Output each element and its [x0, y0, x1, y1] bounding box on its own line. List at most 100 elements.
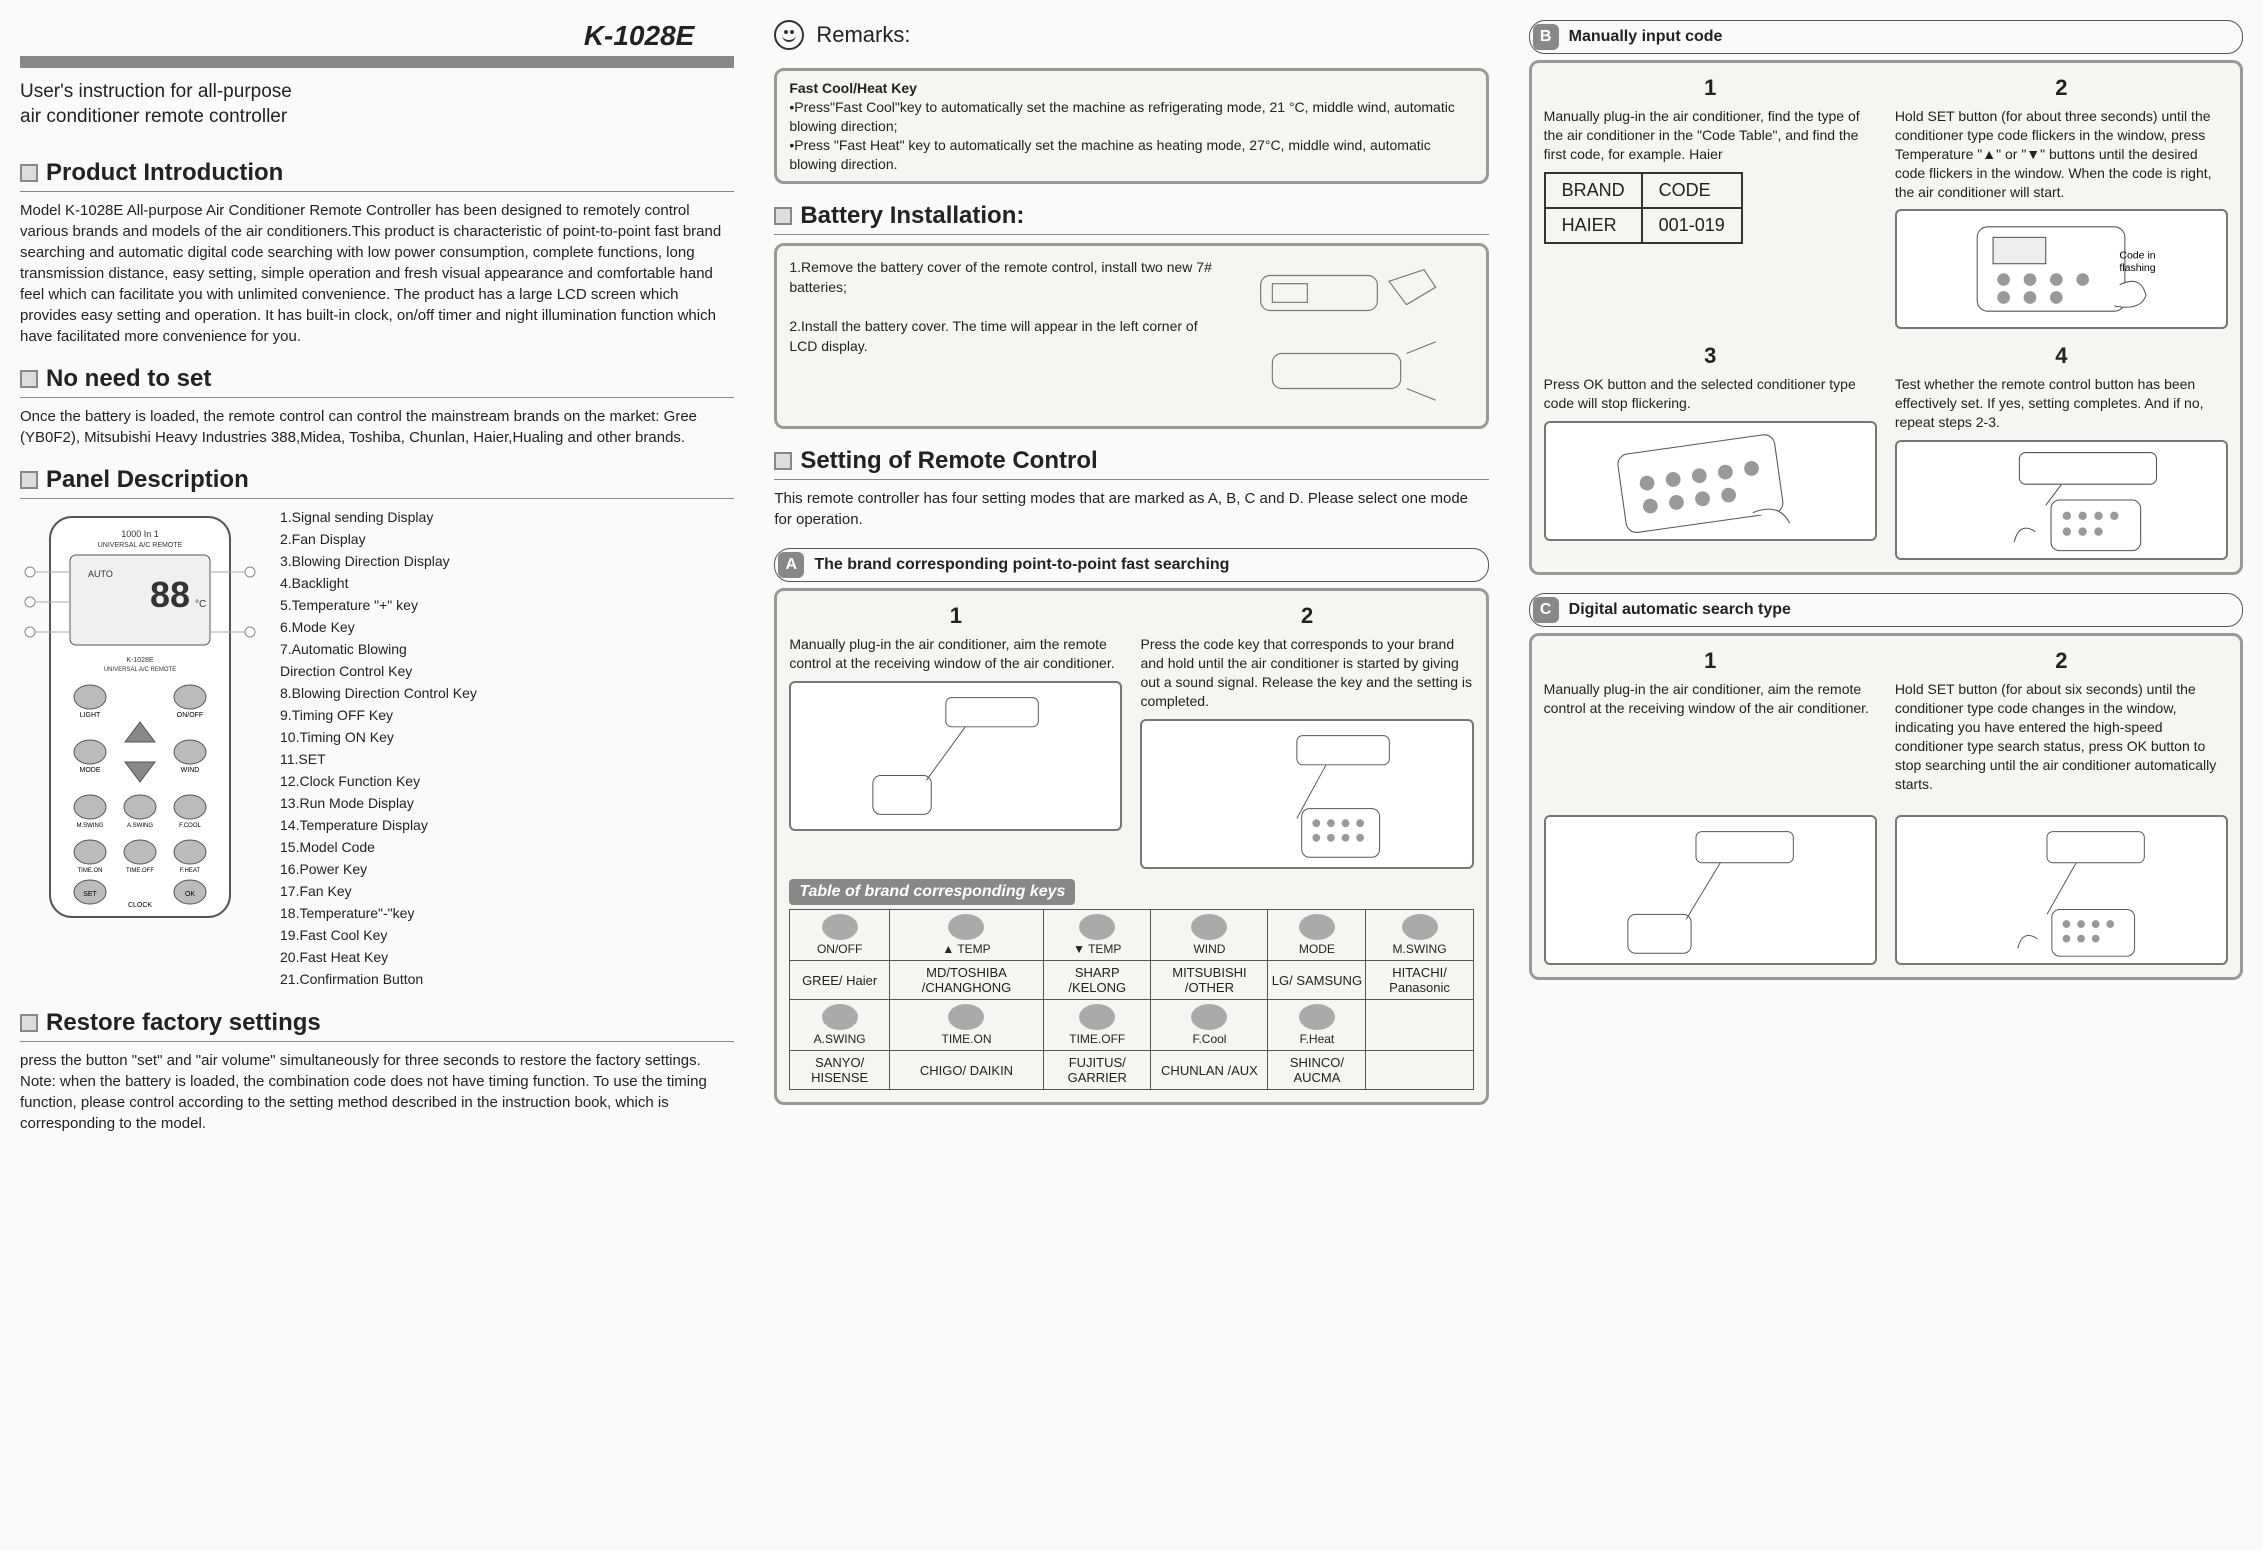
panel-legend-item: 9.Timing OFF Key [280, 705, 477, 726]
brand-key-button: TIME.ON [889, 1000, 1043, 1051]
panel-legend-item: 16.Power Key [280, 859, 477, 880]
svg-text:AUTO: AUTO [88, 569, 113, 579]
brand-key-brands: SHARP /KELONG [1044, 961, 1151, 1000]
remarks-line2: •Press "Fast Heat" key to automatically … [789, 136, 1473, 174]
mode-letter-c: C [1533, 597, 1559, 623]
brand-key-brands: CHIGO/ DAIKIN [889, 1051, 1043, 1090]
step-number: 1 [789, 603, 1122, 629]
brand-key-brands [1366, 1051, 1473, 1090]
section-setting: Setting of Remote Control This remote co… [774, 447, 1488, 530]
step-number: 2 [1895, 75, 2228, 101]
svg-text:flashing: flashing [2119, 263, 2155, 275]
panel-legend-item: 10.Timing ON Key [280, 727, 477, 748]
svg-text:K-1028E: K-1028E [126, 657, 154, 664]
panel-legend-item: 18.Temperature"-"key [280, 903, 477, 924]
svg-text:F.COOL: F.COOL [179, 823, 201, 829]
section-product-intro: Product Introduction Model K-1028E All-p… [20, 159, 734, 347]
mode-a-label: The brand corresponding point-to-point f… [814, 556, 1229, 574]
panel-legend-item: 1.Signal sending Display [280, 507, 477, 528]
battery-step2: 2.Install the battery cover. The time wi… [789, 317, 1221, 356]
step-number: 1 [1544, 648, 1877, 674]
svg-text:88: 88 [150, 574, 190, 615]
brand-key-button: ▲ TEMP [889, 910, 1043, 961]
heading-battery: Battery Installation: [800, 202, 1024, 230]
fast-cool-title: Fast Cool/Heat Key [789, 79, 1473, 98]
title-bar [20, 56, 734, 68]
panel-legend-item: 15.Model Code [280, 837, 477, 858]
modeA-step2: Press the code key that corresponds to y… [1140, 635, 1473, 711]
brand-key-button: M.SWING [1366, 910, 1473, 961]
step-number: 4 [1895, 343, 2228, 369]
brand-key-brands: FUJITUS/ GARRIER [1044, 1051, 1151, 1090]
modeB-step2: Hold SET button (for about three seconds… [1895, 107, 2228, 201]
svg-text:MODE: MODE [80, 767, 101, 774]
heading-panel: Panel Description [46, 466, 249, 494]
modeA-illus2 [1140, 719, 1473, 869]
svg-text:A.SWING: A.SWING [127, 823, 153, 829]
step-number: 3 [1544, 343, 1877, 369]
brand-key-button: TIME.OFF [1044, 1000, 1151, 1051]
mode-c: C Digital automatic search type 1 Manual… [1529, 593, 2243, 980]
svg-text:LIGHT: LIGHT [80, 712, 101, 719]
remarks-heading: Remarks: [774, 20, 1488, 50]
svg-text:TIME.ON: TIME.ON [78, 868, 103, 874]
remote-diagram: 1000 In 1 UNIVERSAL A/C REMOTE AUTO 88 °… [20, 507, 260, 927]
svg-text:F.HEAT: F.HEAT [180, 868, 201, 874]
brand-key-button: WIND [1151, 910, 1268, 961]
mode-letter-b: B [1533, 24, 1559, 50]
panel-legend-item: 11.SET [280, 749, 477, 770]
panel-legend-item: 17.Fan Key [280, 881, 477, 902]
panel-legend-item: 4.Backlight [280, 573, 477, 594]
svg-text:OK: OK [185, 891, 195, 898]
bullet-icon [20, 370, 38, 388]
remarks-title: Remarks: [816, 22, 910, 48]
svg-text:M.SWING: M.SWING [77, 823, 104, 829]
svg-text:UNIVERSAL A/C REMOTE: UNIVERSAL A/C REMOTE [104, 667, 176, 673]
smiley-icon [774, 20, 804, 50]
battery-illustrations [1234, 258, 1474, 414]
subtitle: User's instruction for all-purpose air c… [20, 80, 734, 129]
modeB-illus4 [1895, 440, 2228, 560]
bullet-icon [20, 471, 38, 489]
bullet-icon [774, 207, 792, 225]
panel-legend-item: 21.Confirmation Button [280, 969, 477, 990]
code-table: BRANDCODE HAIER001-019 [1544, 172, 1743, 244]
svg-text:1000 In 1: 1000 In 1 [121, 529, 159, 539]
heading-setting: Setting of Remote Control [800, 447, 1097, 475]
brand-table-title: Table of brand corresponding keys [789, 879, 1075, 905]
svg-text:SET: SET [83, 891, 97, 898]
brand-key-brands: MITSUBISHI /OTHER [1151, 961, 1268, 1000]
column-left: K-1028E User's instruction for all-purpo… [20, 20, 734, 1134]
section-no-need: No need to set Once the battery is loade… [20, 365, 734, 448]
panel-legend-item: 13.Run Mode Display [280, 793, 477, 814]
panel-legend-item: 3.Blowing Direction Display [280, 551, 477, 572]
heading-restore: Restore factory settings [46, 1009, 321, 1037]
panel-legend-item: 6.Mode Key [280, 617, 477, 638]
panel-legend-item: 12.Clock Function Key [280, 771, 477, 792]
mode-letter-a: A [778, 552, 804, 578]
brand-key-brands: MD/TOSHIBA /CHANGHONG [889, 961, 1043, 1000]
step-number: 2 [1895, 648, 2228, 674]
modeB-step1: Manually plug-in the air conditioner, fi… [1544, 107, 1877, 164]
brand-key-button: ON/OFF [790, 910, 890, 961]
remarks-box: Fast Cool/Heat Key •Press"Fast Cool"key … [774, 68, 1488, 184]
modeC-illus1 [1544, 815, 1877, 965]
step-number: 2 [1140, 603, 1473, 629]
panel-legend-item: 2.Fan Display [280, 529, 477, 550]
mode-b: B Manually input code 1 Manually plug-in… [1529, 20, 2243, 575]
step-number: 1 [1544, 75, 1877, 101]
modeC-step2: Hold SET button (for about six seconds) … [1895, 680, 2228, 793]
section-battery: Battery Installation: 1.Remove the batte… [774, 202, 1488, 429]
brand-key-button [1366, 1000, 1473, 1051]
panel-legend-item: Direction Control Key [280, 661, 477, 682]
svg-text:WIND: WIND [181, 767, 200, 774]
brand-key-brands: HITACHI/ Panasonic [1366, 961, 1473, 1000]
bullet-icon [20, 164, 38, 182]
model-title: K-1028E [20, 20, 734, 52]
brand-key-brands: GREE/ Haier [790, 961, 890, 1000]
modeB-illus3 [1544, 421, 1877, 541]
brand-key-button: A.SWING [790, 1000, 890, 1051]
heading-product-intro: Product Introduction [46, 159, 283, 187]
brand-key-button: F.Cool [1151, 1000, 1268, 1051]
product-intro-body: Model K-1028E All-purpose Air Conditione… [20, 200, 734, 347]
